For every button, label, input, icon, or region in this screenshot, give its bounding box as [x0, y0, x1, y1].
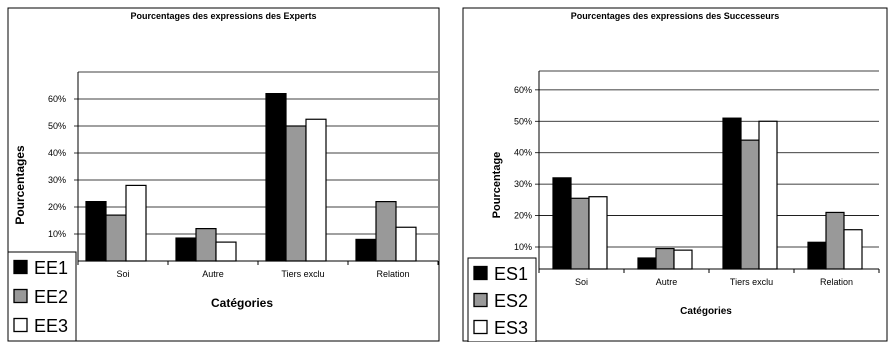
- x-tick-label: Relation: [820, 277, 853, 287]
- bar-ee1-1: [175, 237, 197, 262]
- legend-swatch-es1: [473, 265, 488, 281]
- bar-ee2-2: [285, 125, 307, 262]
- y-tick-label: 10%: [514, 242, 532, 252]
- y-tick-label: 20%: [514, 211, 532, 221]
- bar-es2-2: [740, 139, 760, 270]
- legend-label-ee1: EE1: [34, 258, 68, 278]
- y-tick-label: 40%: [48, 148, 66, 158]
- y-tick-label: 30%: [48, 175, 66, 185]
- bar-ee2-3: [375, 201, 397, 262]
- chart-title: Pourcentages des expressions des Success…: [571, 11, 780, 21]
- chart-title: Pourcentages des expressions des Experts: [130, 11, 316, 21]
- legend-label-ee2: EE2: [34, 287, 68, 307]
- bar-es1-2: [722, 117, 742, 270]
- x-tick-label: Tiers exclu: [281, 269, 324, 279]
- legend-swatch-es2: [473, 292, 488, 308]
- bar-ee3-1: [215, 241, 237, 262]
- chart-successeurs: Pourcentages des expressions des Success…: [462, 7, 888, 342]
- bar-ee1-3: [355, 238, 377, 262]
- x-tick-label: Soi: [575, 277, 588, 287]
- x-axis-title: Catégories: [680, 306, 732, 317]
- bar-es3-3: [843, 229, 863, 270]
- bar-ee2-0: [105, 214, 127, 262]
- chart-frame: [7, 7, 440, 342]
- legend-label-es1: ES1: [494, 264, 528, 284]
- legend-label-ee3: EE3: [34, 316, 68, 336]
- chart-experts: Pourcentages des expressions des Experts…: [7, 7, 440, 342]
- x-tick-label: Soi: [116, 269, 129, 279]
- bar-es3-2: [758, 120, 778, 270]
- x-axis-title: Catégories: [211, 296, 273, 310]
- bar-es3-0: [588, 196, 608, 270]
- y-tick-label: 50%: [48, 121, 66, 131]
- x-tick-label: Relation: [376, 269, 409, 279]
- legend: EE1 EE2 EE3: [7, 251, 77, 342]
- bar-es1-3: [807, 241, 827, 270]
- bar-es3-1: [673, 249, 693, 270]
- y-axis-title: Pourcentage: [491, 152, 503, 219]
- legend-label-es2: ES2: [494, 291, 528, 311]
- x-tick-label: Autre: [656, 277, 678, 287]
- bar-ee3-3: [395, 226, 417, 262]
- x-tick-label: Autre: [202, 269, 224, 279]
- legend-swatch-es3: [473, 319, 488, 335]
- y-tick-label: 60%: [514, 85, 532, 95]
- legend-label-es3: ES3: [494, 318, 528, 338]
- y-tick-label: 50%: [514, 116, 532, 126]
- y-axis-title: Pourcentages: [13, 145, 27, 225]
- y-tick-label: 30%: [514, 179, 532, 189]
- bar-es2-0: [570, 197, 590, 270]
- bar-ee1-0: [85, 201, 107, 262]
- bar-es1-0: [552, 177, 572, 270]
- bar-es2-3: [825, 211, 845, 270]
- bar-ee1-2: [265, 92, 287, 262]
- legend: ES1 ES2 ES3: [467, 257, 537, 342]
- y-tick-label: 60%: [48, 94, 66, 104]
- legend-swatch-ee2: [13, 288, 28, 304]
- y-tick-label: 10%: [48, 229, 66, 239]
- y-tick-label: 20%: [48, 202, 66, 212]
- legend-swatch-ee1: [13, 259, 28, 275]
- legend-swatch-ee3: [13, 317, 28, 333]
- bar-ee3-0: [125, 184, 147, 262]
- bar-es1-1: [637, 257, 657, 270]
- bar-ee2-1: [195, 228, 217, 262]
- y-tick-label: 40%: [514, 148, 532, 158]
- bar-ee3-2: [305, 118, 327, 262]
- bar-es2-1: [655, 247, 675, 270]
- x-tick-label: Tiers exclu: [730, 277, 773, 287]
